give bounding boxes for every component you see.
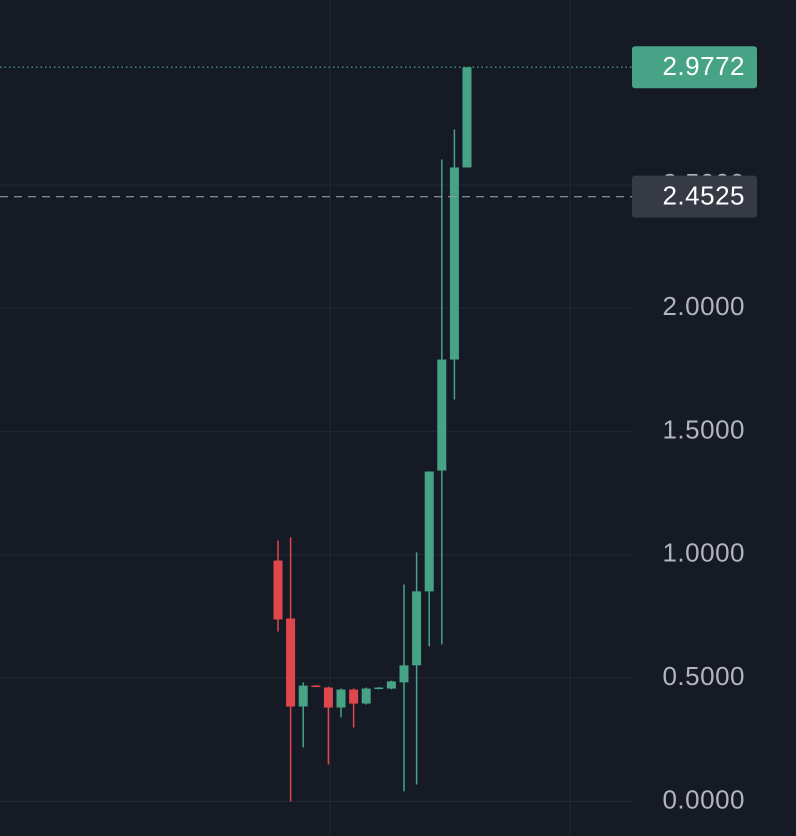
price-label-box xyxy=(632,175,757,218)
y-tick-label: 0.0000 xyxy=(662,784,745,814)
y-tick-label: 0.5000 xyxy=(662,661,745,691)
price-label-box xyxy=(632,46,757,89)
price-label: 2.9772 xyxy=(662,51,745,81)
candle-body xyxy=(386,681,396,689)
candle-body xyxy=(449,167,459,360)
price-label: 2.4525 xyxy=(662,181,745,211)
candle-body xyxy=(311,685,321,688)
candle-body xyxy=(323,687,333,708)
candle-body xyxy=(412,591,422,666)
candle-body xyxy=(437,359,447,471)
y-tick-label: 2.0000 xyxy=(662,291,745,321)
y-tick-label: 1.5000 xyxy=(662,414,745,444)
candle-body xyxy=(399,665,409,683)
candle-body xyxy=(286,618,296,707)
candle-body xyxy=(361,688,371,704)
candle-body xyxy=(273,560,283,620)
candle-body xyxy=(298,685,308,707)
candle-body xyxy=(374,687,384,690)
y-tick-label: 1.0000 xyxy=(662,538,745,568)
candle-body xyxy=(424,471,434,592)
candle-body xyxy=(336,689,346,708)
candle-body xyxy=(349,689,359,704)
candle-body xyxy=(462,67,472,168)
